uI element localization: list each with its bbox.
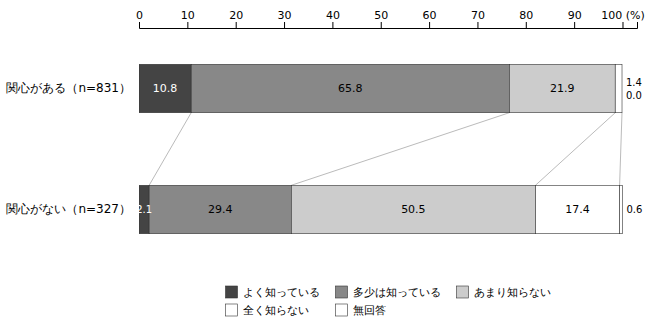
- data-labels: 10.8 65.8 21.9 1.4 0.0 2.1 29.4 50.5 17.4 0.6: [136, 77, 642, 217]
- x-tick: 40: [326, 9, 340, 28]
- series: [291, 64, 615, 233]
- tick-label: 60: [423, 9, 437, 22]
- axis-domain: [140, 22, 638, 29]
- tick-mark: [236, 22, 237, 28]
- legend: よく知っている 多少は知っている あまり知らない全く知らない 無回答: [226, 286, 551, 317]
- legend-swatch: [457, 286, 469, 298]
- y-tick: 関心がない（n=327）: [6, 202, 131, 216]
- data-label: 2.1: [136, 204, 152, 215]
- legend-swatch: [336, 286, 348, 298]
- x-tick: 70: [471, 9, 485, 28]
- bar: [291, 185, 535, 233]
- tick-label: 30: [278, 9, 292, 22]
- tick-mark: [187, 22, 188, 28]
- x-tick: 50: [374, 9, 388, 28]
- bar: [509, 64, 615, 112]
- bar: [139, 64, 191, 112]
- tick-label: 40: [326, 9, 340, 22]
- tick-label: 70: [471, 9, 485, 22]
- bar: [615, 64, 622, 112]
- bar: [191, 64, 509, 112]
- x-tick: 100 (%): [601, 9, 645, 28]
- tick-label: 80: [519, 9, 533, 22]
- y-tick: 関心がある（n=831）: [6, 81, 131, 95]
- legend-item: 全く知らない: [226, 304, 309, 317]
- legend-item: あまり知らない: [457, 286, 551, 299]
- tick-mark: [284, 22, 285, 28]
- tick-label: 90: [568, 9, 582, 22]
- legend-label: あまり知らない: [474, 286, 551, 299]
- x-tick: 10: [181, 9, 195, 28]
- data-label: 29.4: [208, 203, 233, 216]
- tick-label: 100 (%): [601, 9, 645, 22]
- legend-item: 多少は知っている: [336, 286, 441, 299]
- data-label: 1.4: [626, 77, 642, 88]
- data-label: 10.8: [153, 82, 178, 95]
- tick-mark: [622, 22, 623, 28]
- data-label: 50.5: [401, 203, 426, 216]
- tick-mark: [477, 22, 478, 28]
- plot: 0102030405060708090100 (%)関心がある（n=831）関心…: [6, 9, 644, 234]
- marks: [139, 64, 622, 233]
- legend-label: 多少は知っている: [353, 286, 441, 299]
- x-tick: 30: [278, 9, 292, 28]
- tick-mark: [381, 22, 382, 28]
- category-label: 関心がある（n=831）: [6, 81, 131, 95]
- bar: [149, 185, 291, 233]
- legend-swatch: [226, 286, 238, 298]
- tick-mark: [526, 22, 527, 28]
- y-axis: 関心がある（n=831） 関心がない（n=327）: [6, 81, 131, 216]
- connector: [149, 113, 191, 186]
- tick-mark: [429, 22, 430, 28]
- legend-item: 無回答: [336, 304, 386, 317]
- bar: [622, 64, 623, 112]
- bar: [535, 185, 619, 233]
- connector: [620, 113, 622, 186]
- tick-mark: [332, 22, 333, 28]
- legend-swatch: [226, 304, 238, 316]
- legend-label: 無回答: [353, 304, 386, 317]
- data-label: 65.8: [338, 82, 363, 95]
- x-tick: 80: [519, 9, 533, 28]
- tick-mark: [574, 22, 575, 28]
- legend-item: よく知っている: [226, 286, 320, 299]
- tick-label: 20: [229, 9, 243, 22]
- tick-label: 10: [181, 9, 195, 22]
- x-tick: 60: [423, 9, 437, 28]
- category-label: 関心がない（n=327）: [6, 202, 131, 216]
- tick-mark: [139, 22, 140, 28]
- connector: [535, 113, 615, 186]
- series: [620, 185, 623, 233]
- legend-label: よく知っている: [243, 286, 320, 299]
- tick-label: 50: [374, 9, 388, 22]
- series: [535, 64, 622, 233]
- x-tick: 90: [568, 9, 582, 28]
- data-label: 0.6: [626, 204, 642, 215]
- connector: [291, 113, 509, 186]
- x-axis: 0 10 20 30 40 50 60 70 80 90 100 (%): [136, 9, 645, 29]
- data-label: 17.4: [565, 203, 590, 216]
- chart: 0102030405060708090100 (%)関心がある（n=831）関心…: [0, 0, 653, 324]
- data-label: 21.9: [550, 82, 575, 95]
- bar: [620, 185, 623, 233]
- legend-swatch: [336, 304, 348, 316]
- tick-label: 0: [136, 9, 143, 22]
- legend-label: 全く知らない: [243, 304, 309, 317]
- x-tick: 20: [229, 9, 243, 28]
- data-label: 0.0: [626, 90, 642, 101]
- x-tick: 0: [136, 9, 143, 28]
